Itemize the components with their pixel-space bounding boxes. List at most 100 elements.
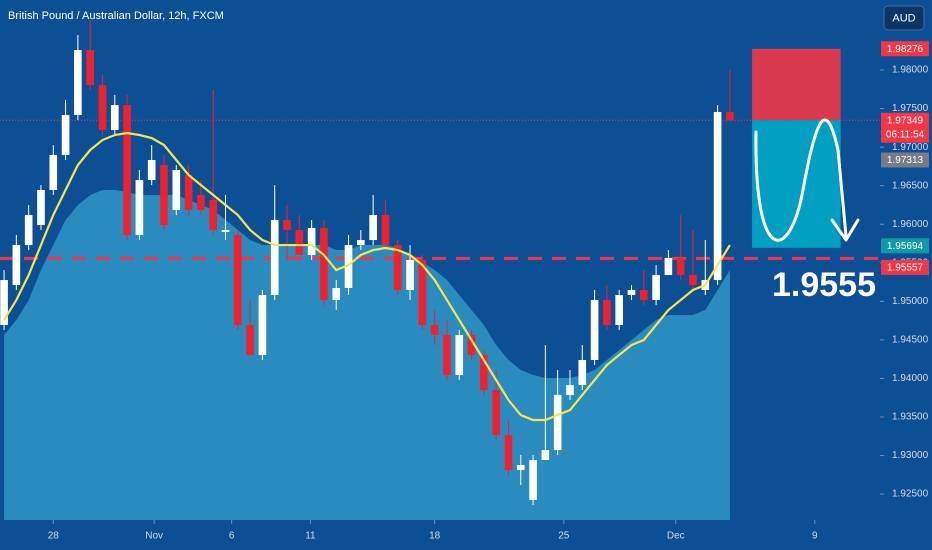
y-tick-label: 1.94000 [892,373,929,384]
y-tick-label: 1.97000 [892,142,929,153]
currency-button[interactable] [883,5,925,31]
y-tick-label: 1.96500 [892,180,929,191]
price-label-bg [881,41,929,57]
price-label-bg [881,112,929,143]
candle-body [529,460,537,501]
ma-layer [3,131,731,422]
candle-body [393,245,402,290]
x-tick-label: 9 [812,531,818,542]
y-tick-label: 1.98000 [892,65,929,76]
candle-body [603,300,611,325]
price-label-bg [881,152,929,168]
candle-body [553,395,562,451]
candle-body [615,295,624,325]
price-label: 1.95694 [887,241,924,252]
candle-body [307,228,316,255]
candle-body [61,115,70,155]
candle-body [344,245,353,288]
candle-body [467,335,476,355]
arrow-drawing [754,118,860,242]
y-tick-label: 1.92500 [892,489,929,500]
candle-body [381,215,390,246]
currency-label[interactable]: AUD [892,12,915,24]
candle-body [123,105,131,236]
price-label: 1.97313 [887,155,924,166]
y-tick-label: 1.96000 [892,219,929,230]
x-tick-label: 18 [429,531,441,542]
candle-body [24,215,33,246]
candle-body [221,230,230,233]
candle-body [369,215,377,241]
candle-body [516,465,525,471]
candle-body [110,105,119,130]
area-fill [4,189,730,520]
candle-body [320,228,328,301]
candle-body [49,154,58,190]
candle-body [270,219,279,296]
candle-body [283,219,291,231]
candle-body [184,175,193,211]
candle-body [504,435,513,471]
annotation-text: 1.9555 [772,266,876,304]
candle-body [627,289,636,296]
x-tick-label: 28 [48,531,60,542]
price-label-bg [881,259,929,275]
candle-body [135,180,144,236]
candle-body [726,112,734,121]
candle-body [578,360,587,386]
candle-body [12,245,21,286]
candle-body [197,195,205,211]
y-tick-label: 1.93000 [892,450,929,461]
candle-body [37,189,45,225]
y-tick-label: 1.95000 [892,296,929,307]
candle-body [676,257,685,276]
candle-body [233,235,242,325]
levels-layer [0,119,880,260]
y-tick-label: 1.93500 [892,412,929,423]
candle-body [566,385,574,396]
candle-body [639,289,648,301]
candle-body [147,159,156,181]
x-tick-label: 6 [229,531,235,542]
price-label: 1.97349 [887,115,924,126]
candle-body [86,50,94,86]
area-layer [4,189,730,520]
candle-body [209,200,218,231]
stop-zone [752,48,841,121]
time-axis [0,520,932,550]
x-tick-label: 11 [305,531,316,542]
candles-layer [0,19,734,506]
candle-body [713,112,722,281]
candle-body [541,450,550,461]
candle-body [74,50,82,116]
candle-body [246,325,254,355]
chart-title: British Pound / Australian Dollar, 12h, … [8,10,224,22]
candle-body [332,287,341,301]
candle-body [406,260,414,290]
candle-body [0,280,8,325]
axis-layer: 1.92500 1.93000 1.93500 1.94000 1.94500 1.950… [48,41,929,542]
candle-body [455,335,464,376]
candle-body [664,257,673,276]
candle-body [357,240,365,246]
x-tick-label: Dec [667,531,685,542]
x-tick-label: Nov [145,531,163,542]
candle-body [160,165,168,225]
candle-body [652,275,660,301]
candle-body [430,325,439,336]
candle-body [590,300,599,361]
candle-body [98,85,107,130]
candle-body [480,354,488,390]
moving-average [3,131,731,422]
candle-body [295,230,304,255]
x-tick-label: 25 [558,531,570,542]
candle-body [172,170,181,211]
candle-body [258,295,267,355]
y-tick-label: 1.97500 [892,103,929,114]
countdown-label: 06:11:54 [886,129,925,140]
y-tick-label: 1.94500 [892,335,929,346]
price-label-bg [881,238,929,254]
candle-body [689,275,697,286]
candle-body [443,335,451,376]
